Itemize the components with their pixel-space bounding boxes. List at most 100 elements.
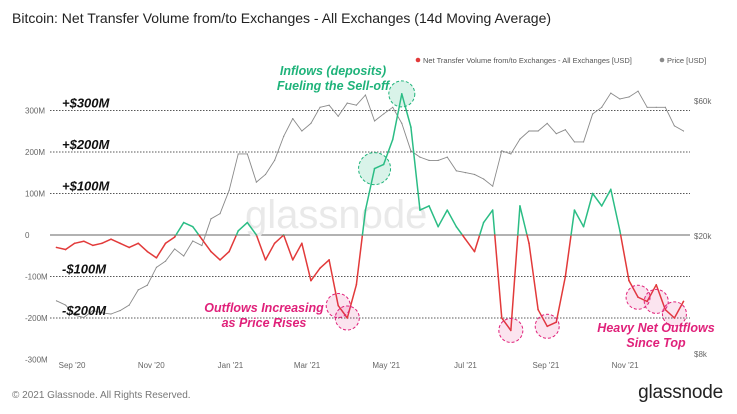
price-point <box>210 218 212 220</box>
y-right-tick-label: $8k <box>694 350 708 359</box>
net-transfer-point <box>83 240 85 242</box>
price-point <box>673 125 676 127</box>
price-point <box>55 300 58 302</box>
price-point <box>328 104 330 106</box>
grid <box>50 110 690 319</box>
highlight-circles <box>325 80 687 343</box>
price-point <box>555 133 557 135</box>
price-point <box>164 260 167 262</box>
net-transfer-point <box>392 138 394 141</box>
price-line-segment <box>673 125 684 132</box>
price-line-segment <box>265 159 276 175</box>
net-transfer-point <box>646 300 648 303</box>
price-point <box>646 106 648 108</box>
y-left-tick-label: -300M <box>25 356 48 365</box>
price-point <box>501 150 503 152</box>
price-line-segment <box>228 153 239 191</box>
net-transfer-point <box>664 309 667 311</box>
price-line-segment <box>592 106 603 115</box>
net-transfer-segment <box>455 225 464 236</box>
x-tick-label: May '21 <box>372 361 400 370</box>
net-transfer-point <box>219 259 221 261</box>
price-point <box>283 135 285 137</box>
price-line-segment <box>537 122 548 132</box>
price-point <box>273 159 276 162</box>
price-point <box>301 130 303 132</box>
x-tick-label: Nov '21 <box>612 361 639 370</box>
net-transfer-segment <box>101 238 112 245</box>
net-transfer-segment <box>537 308 548 328</box>
net-transfer-segment <box>510 234 519 332</box>
price-point <box>564 129 566 131</box>
net-transfer-point <box>255 234 258 236</box>
price-line-segment <box>365 94 375 122</box>
price-point <box>528 130 530 132</box>
net-transfer-point <box>301 242 303 244</box>
net-transfer-segment <box>310 267 321 282</box>
net-transfer-segment <box>264 242 276 261</box>
price-point <box>228 189 230 191</box>
x-tick-label: Nov '20 <box>138 361 165 370</box>
net-transfer-segment <box>419 205 430 211</box>
net-transfer-segment <box>92 242 103 247</box>
net-transfer-segment <box>610 188 621 232</box>
price-point <box>146 284 148 286</box>
price-point <box>664 106 666 108</box>
net-transfer-segment <box>64 242 76 251</box>
net-transfer-series <box>55 93 685 332</box>
net-transfer-segment <box>198 234 203 240</box>
net-transfer-segment <box>137 242 149 253</box>
net-transfer-point <box>183 221 185 224</box>
net-transfer-point <box>282 234 285 236</box>
net-transfer-point <box>491 209 494 211</box>
price-line-segment <box>56 300 67 306</box>
price-line-segment <box>474 174 485 180</box>
net-transfer-segment <box>273 234 285 245</box>
highlight-circle-outflow <box>334 305 360 331</box>
x-tick-label: Jul '21 <box>454 361 477 370</box>
watermark: glassnode <box>245 193 427 237</box>
legend-dot-price <box>659 57 665 63</box>
net-transfer-segment <box>461 234 467 240</box>
price-line-segment <box>165 248 176 262</box>
net-transfer-segment <box>73 240 85 245</box>
price-line-segment <box>583 113 594 143</box>
copyright-footer: © 2021 Glassnode. All Rights Reserved. <box>12 390 191 401</box>
price-line-segment <box>137 284 148 291</box>
annotation-text: Outflows Increasing <box>204 301 324 315</box>
net-transfer-point <box>364 209 367 211</box>
price-point <box>292 117 294 120</box>
net-transfer-segment <box>570 209 576 236</box>
price-point <box>510 153 512 155</box>
net-transfer-segment <box>346 284 358 319</box>
net-transfer-point <box>546 325 548 327</box>
net-transfer-point <box>673 317 676 319</box>
net-transfer-segment <box>555 275 567 323</box>
net-transfer-segment <box>337 304 349 319</box>
net-transfer-segment <box>546 321 558 328</box>
price-line-segment <box>374 113 385 122</box>
net-transfer-point <box>101 242 103 244</box>
price-line-segment <box>319 104 330 108</box>
price-point <box>264 173 267 176</box>
chart-title: Bitcoin: Net Transfer Volume from/to Exc… <box>12 10 552 26</box>
price-line-segment <box>274 135 285 161</box>
net-transfer-point <box>292 259 294 261</box>
net-transfer-segment <box>428 205 439 228</box>
price-point <box>464 172 467 174</box>
price-point <box>174 248 176 250</box>
net-transfer-point <box>64 248 67 251</box>
net-transfer-point <box>73 242 76 244</box>
net-transfer-segment <box>573 209 585 228</box>
net-transfer-segment <box>246 221 258 236</box>
net-transfer-segment <box>582 192 594 228</box>
x-tick-label: Sep '21 <box>532 361 559 370</box>
price-point <box>74 314 76 316</box>
price-line-segment <box>355 94 366 106</box>
price-point <box>482 178 485 180</box>
net-transfer-segment <box>619 234 630 282</box>
price-line-segment <box>146 266 157 286</box>
net-transfer-point <box>591 192 594 195</box>
price-line-segment <box>255 174 266 183</box>
net-transfer-point <box>682 300 685 303</box>
